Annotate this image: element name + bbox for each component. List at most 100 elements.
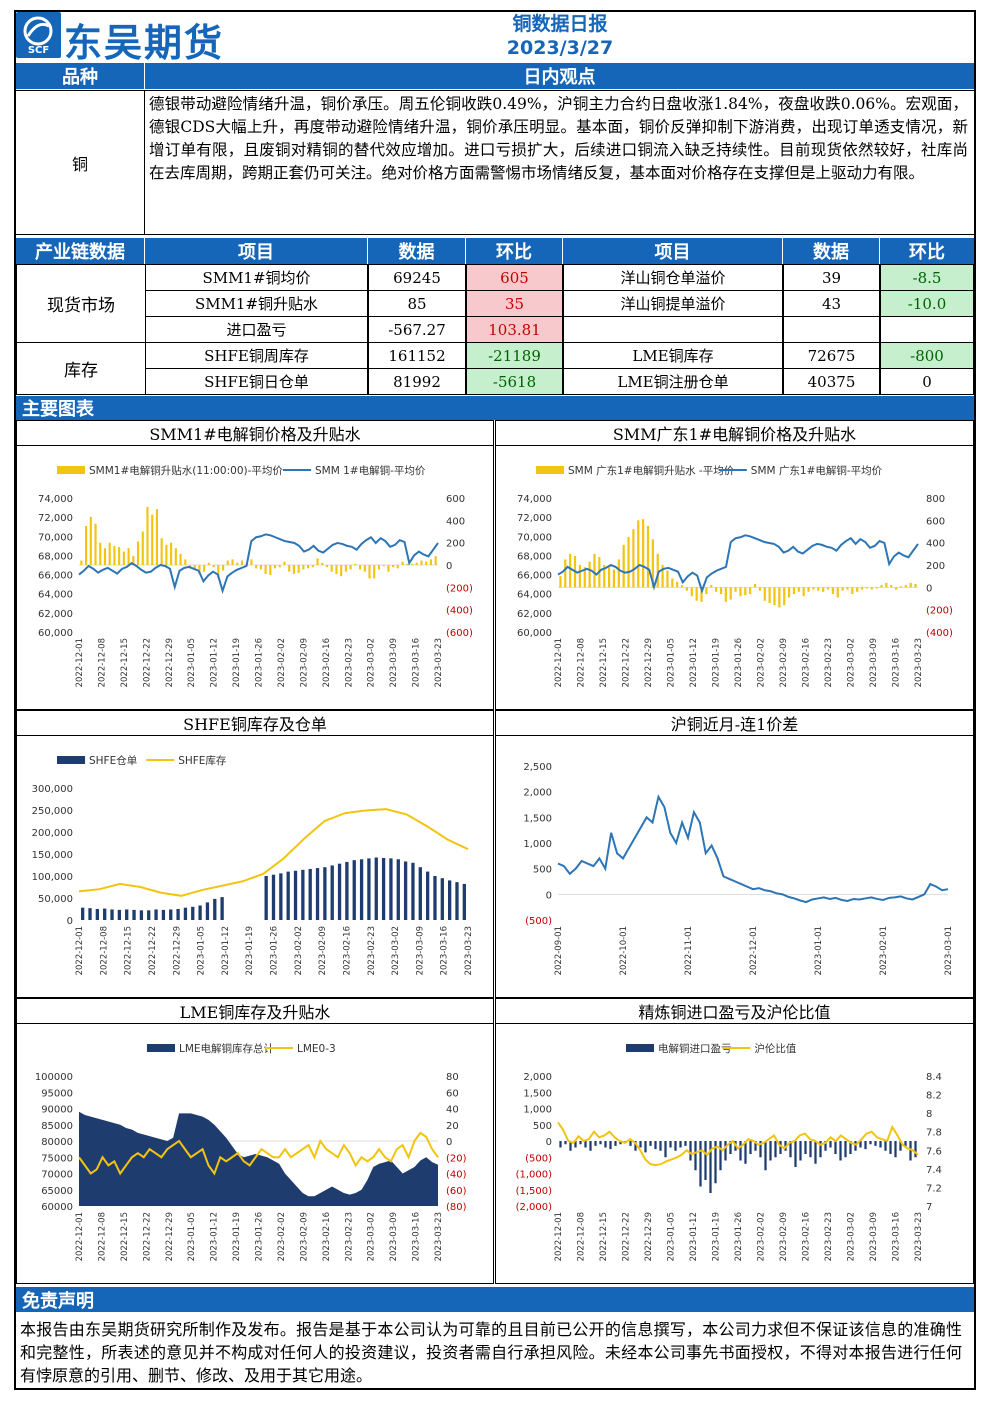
y-tick-label: 50,000 [38, 894, 73, 905]
bar-mark [783, 587, 786, 606]
chain-cell-val2: 40375 [783, 368, 880, 395]
bar-mark [594, 1141, 597, 1146]
bar-mark [255, 565, 258, 569]
chart-svg: SMM 广东1#电解铜升贴水 -平均价 SMM 广东1#电解铜-平均价 74,000… [517, 464, 953, 687]
bar-mark [819, 1141, 822, 1158]
bar-mark [724, 1141, 727, 1161]
y2-tick-label: 7.6 [926, 1146, 942, 1157]
bar-mark [292, 565, 295, 574]
bar-mark [694, 1141, 697, 1171]
bar-mark [579, 1141, 582, 1145]
y2-tick-label: 20 [446, 1121, 459, 1132]
y-tick-label: 85000 [41, 1121, 73, 1132]
legend-swatch [626, 1044, 654, 1052]
bar-mark [689, 1141, 692, 1161]
x-tick-label: 2023-02-09 [779, 638, 789, 687]
bar-mark [330, 865, 334, 920]
y-tick-label: 1,500 [523, 813, 552, 824]
bar-mark [108, 542, 111, 565]
bar-mark [220, 897, 224, 920]
line-series [78, 808, 469, 897]
bar-mark [841, 587, 844, 591]
chain-cell-item1: SMM1#铜升贴水 [145, 290, 368, 317]
chain-cell-chg1: -21189 [466, 342, 563, 369]
th-chg2: 环比 [880, 238, 974, 264]
x-tick-label: 2023-03-23 [914, 1212, 924, 1261]
legend-swatch [57, 756, 85, 764]
bar-mark [865, 587, 869, 589]
bar-mark [895, 587, 898, 590]
report-title: 铜数据日报 2023/3/27 [400, 12, 720, 60]
bar-mark [127, 548, 130, 565]
chain-cell-val1: -567.27 [368, 316, 466, 343]
x-tick-label: 2023-03-23 [434, 1212, 444, 1261]
x-tick-label: 2022-12-08 [97, 638, 107, 687]
company-logo: SCF [16, 12, 61, 58]
bar-mark [136, 541, 140, 565]
bar-mark [396, 565, 399, 569]
chain-cell-item2 [563, 316, 783, 343]
x-tick-label: 2023-01-26 [270, 926, 280, 975]
x-tick-label: 2023-01-12 [689, 1212, 699, 1261]
company-name: 东吴期货 [64, 21, 225, 65]
bar-mark [406, 563, 409, 565]
bar-mark [622, 544, 625, 588]
y-tick-label: (500) [525, 916, 552, 927]
chain-cell-chg2: -800 [880, 342, 974, 369]
bar-mark [165, 544, 168, 565]
y-tick-label: 300,000 [32, 784, 73, 795]
bar-mark [894, 1141, 897, 1158]
bar-mark [909, 582, 912, 588]
chain-cell-val2: 39 [783, 264, 880, 291]
bar-mark [851, 587, 854, 595]
bar-mark [656, 553, 659, 588]
chain-cell-item2: LME铜库存 [563, 342, 783, 369]
x-tick-label: 2022-12-22 [142, 1212, 152, 1261]
bar-mark [802, 587, 805, 597]
y-tick-label: 100,000 [32, 872, 73, 883]
bar-mark [95, 909, 100, 920]
bar-mark [710, 585, 713, 588]
x-tick-label: 2023-01-05 [187, 638, 197, 687]
legend-label: SMM 1#电解铜-平均价 [315, 464, 426, 477]
chart-title: 精炼铜进口盈亏及沪伦比值 [496, 999, 973, 1024]
x-tick-label: 2023-02-09 [299, 638, 309, 687]
bar-mark [627, 537, 630, 588]
th-chain: 产业链数据 [16, 238, 144, 264]
x-tick-label: 2023-01-05 [197, 926, 207, 975]
bar-mark [141, 531, 144, 565]
bar-mark [619, 1141, 622, 1145]
bar-mark [85, 525, 88, 565]
y-tick-label: 0 [546, 1137, 552, 1148]
bar-mark [183, 907, 188, 920]
bar-mark [763, 587, 766, 601]
y-tick-label: 1,500 [523, 1088, 552, 1099]
x-tick-label: 2023-01-19 [232, 1212, 242, 1261]
bar-mark [349, 565, 352, 570]
x-tick-label: 2022-12-22 [142, 638, 152, 687]
charts-grid: SMM1#电解铜价格及升贴水 SMM1#电解铜升贴水(11:00:00)-平均价 S… [16, 420, 974, 1284]
y-tick-label: 72,000 [517, 513, 552, 524]
bar-mark [724, 587, 727, 602]
chain-cell-chg1: 103.81 [466, 316, 563, 343]
th-val1: 数据 [368, 238, 465, 264]
y2-tick-label: 800 [926, 494, 945, 505]
bar-mark [151, 514, 154, 565]
bar-mark [271, 874, 276, 920]
bar-mark [824, 1141, 827, 1151]
bar-mark [418, 867, 422, 920]
page-frame [14, 10, 976, 1390]
bar-mark [914, 1141, 917, 1158]
bar-mark [583, 567, 586, 588]
bar-mark [264, 876, 268, 920]
x-tick-label: 2023-02-23 [344, 638, 354, 687]
y2-tick-label: (60) [446, 1186, 467, 1197]
bar-mark [559, 1141, 562, 1148]
chain-cell-item1: 进口盈亏 [145, 316, 368, 343]
x-tick-label: 2023-02-16 [322, 638, 332, 687]
bar-mark [154, 909, 158, 920]
bar-mark [831, 587, 834, 595]
y2-tick-label: 600 [446, 494, 465, 505]
x-tick-label: 2023-03-23 [914, 638, 924, 687]
chart-panel: 沪铜近月-连1价差 2,500 2,000 1,500 1,000 500 0 (500) 20… [495, 710, 974, 998]
